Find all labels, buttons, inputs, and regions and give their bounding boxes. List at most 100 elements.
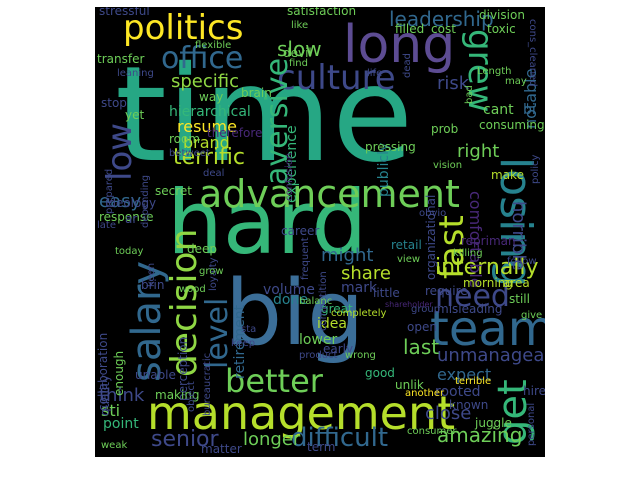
word-secret: secret: [155, 184, 192, 198]
word-last: last: [403, 335, 440, 359]
word-share: share: [341, 263, 391, 284]
word-like: like: [291, 20, 309, 31]
word-group: group: [411, 304, 441, 315]
word-prob: prob: [431, 122, 459, 136]
word-leadership: leadership: [389, 7, 494, 31]
word-life: life: [367, 68, 383, 79]
word-risk: risk: [437, 73, 470, 94]
word-area: area: [503, 276, 530, 290]
word-culture: culture: [277, 58, 396, 98]
word-longer: longer: [243, 429, 301, 450]
word-leaning: leaning: [117, 68, 154, 79]
word-unlik: unlik: [395, 378, 424, 392]
word-office: office: [161, 41, 244, 76]
word-unable: unable: [135, 368, 176, 382]
word-view: view: [397, 254, 421, 265]
word-obvio: obvio: [419, 208, 447, 219]
word-senior: senior: [151, 427, 219, 452]
word-advancement: advancement: [199, 172, 460, 216]
word-still: still: [509, 292, 530, 306]
word-cons_cleaned: cons_cleaned: [527, 19, 538, 87]
word-retail: retail: [391, 238, 422, 252]
word-open: open: [407, 320, 437, 334]
word-consuming: consuming: [479, 118, 545, 132]
word-shareholder: shareholder: [385, 300, 433, 309]
word-brin: brin: [141, 278, 165, 292]
word-keep: keep: [231, 338, 256, 349]
word-balanc: balanc: [299, 296, 333, 307]
word-way: way: [199, 90, 224, 104]
word-better: better: [225, 362, 323, 400]
word-brain: brain: [241, 86, 272, 100]
word-collaboration: collaboration: [96, 332, 110, 411]
word-early: early: [323, 342, 354, 356]
word-hierarchical: hierarchical: [169, 104, 251, 120]
word-enough: enough: [112, 350, 126, 396]
word-betweet: betweet: [169, 148, 210, 159]
word-may: may: [505, 76, 527, 87]
word-toxic: toxic: [487, 22, 516, 36]
word-cloud: time hard big management advancement pol…: [95, 7, 545, 457]
word-ideology: ideology: [105, 196, 157, 210]
word-point: point: [103, 416, 139, 432]
word-politics: politics: [123, 8, 244, 48]
word-idea: idea: [317, 316, 347, 332]
word-division: division: [479, 8, 525, 22]
word-resume: resume: [177, 117, 237, 136]
word-right: right: [457, 141, 500, 162]
word-personal: personal: [526, 402, 537, 446]
word-big: big: [225, 261, 365, 366]
word-policy: policy: [530, 154, 541, 184]
word-pressing: pressing: [365, 140, 416, 154]
word-management: management: [147, 386, 456, 440]
word-vision: vision: [433, 160, 463, 171]
word-satisfaction: satisfaction: [287, 7, 357, 18]
word-easy: easy: [99, 191, 142, 212]
word-find: find: [289, 58, 308, 69]
word-frequent: frequent: [300, 237, 311, 280]
word-bi: bi: [523, 102, 536, 118]
word-prepared: prepared: [104, 168, 115, 214]
word-late: late: [97, 220, 116, 231]
word-internally: internally: [435, 255, 539, 280]
word-amazing: amazing: [437, 423, 523, 447]
word-career: career: [281, 224, 320, 238]
word-terrible: terrible: [455, 376, 492, 387]
word-expect: expect: [437, 365, 492, 384]
word-repriman: repriman: [461, 234, 516, 248]
word-brand: brand: [183, 133, 230, 152]
word-sta: sta: [241, 324, 257, 335]
word-ar: ar: [125, 212, 138, 226]
word-term: term: [307, 440, 336, 454]
word-response: response: [99, 210, 154, 224]
word-lower: lower: [299, 332, 338, 348]
word-today: today: [115, 246, 144, 257]
word-room: room: [169, 132, 201, 146]
word-cant: cant: [483, 102, 514, 118]
word-devil: devil: [283, 46, 312, 60]
word-confusion: confusion: [284, 152, 295, 201]
word-flexible: flexible: [195, 40, 232, 51]
word-killing: killing: [453, 248, 483, 259]
word-mark: mark: [341, 280, 378, 296]
word-grow: grow: [199, 266, 224, 277]
word-wood: wood: [179, 284, 206, 295]
word-Length: Length: [477, 66, 512, 77]
word-completely: completely: [331, 308, 387, 319]
word-make: make: [491, 168, 524, 182]
word-weak: weak: [101, 440, 128, 451]
word-rooted: rooted: [435, 384, 481, 400]
word-little: little: [373, 286, 400, 300]
word-matter: matter: [201, 442, 242, 456]
word-cost: cost: [431, 22, 456, 36]
word-sti: sti: [101, 401, 121, 420]
word-bureaucratic: bureaucratic: [202, 352, 213, 416]
word-specific: specific: [171, 71, 240, 92]
word-time: time: [115, 38, 414, 192]
word-object: object: [186, 381, 197, 412]
word-filled: filled: [395, 22, 425, 36]
word-difficult: difficult: [291, 423, 389, 453]
word-product: product: [299, 350, 338, 361]
word-hard: hard: [167, 171, 368, 274]
word-juggle: juggle: [475, 416, 512, 430]
